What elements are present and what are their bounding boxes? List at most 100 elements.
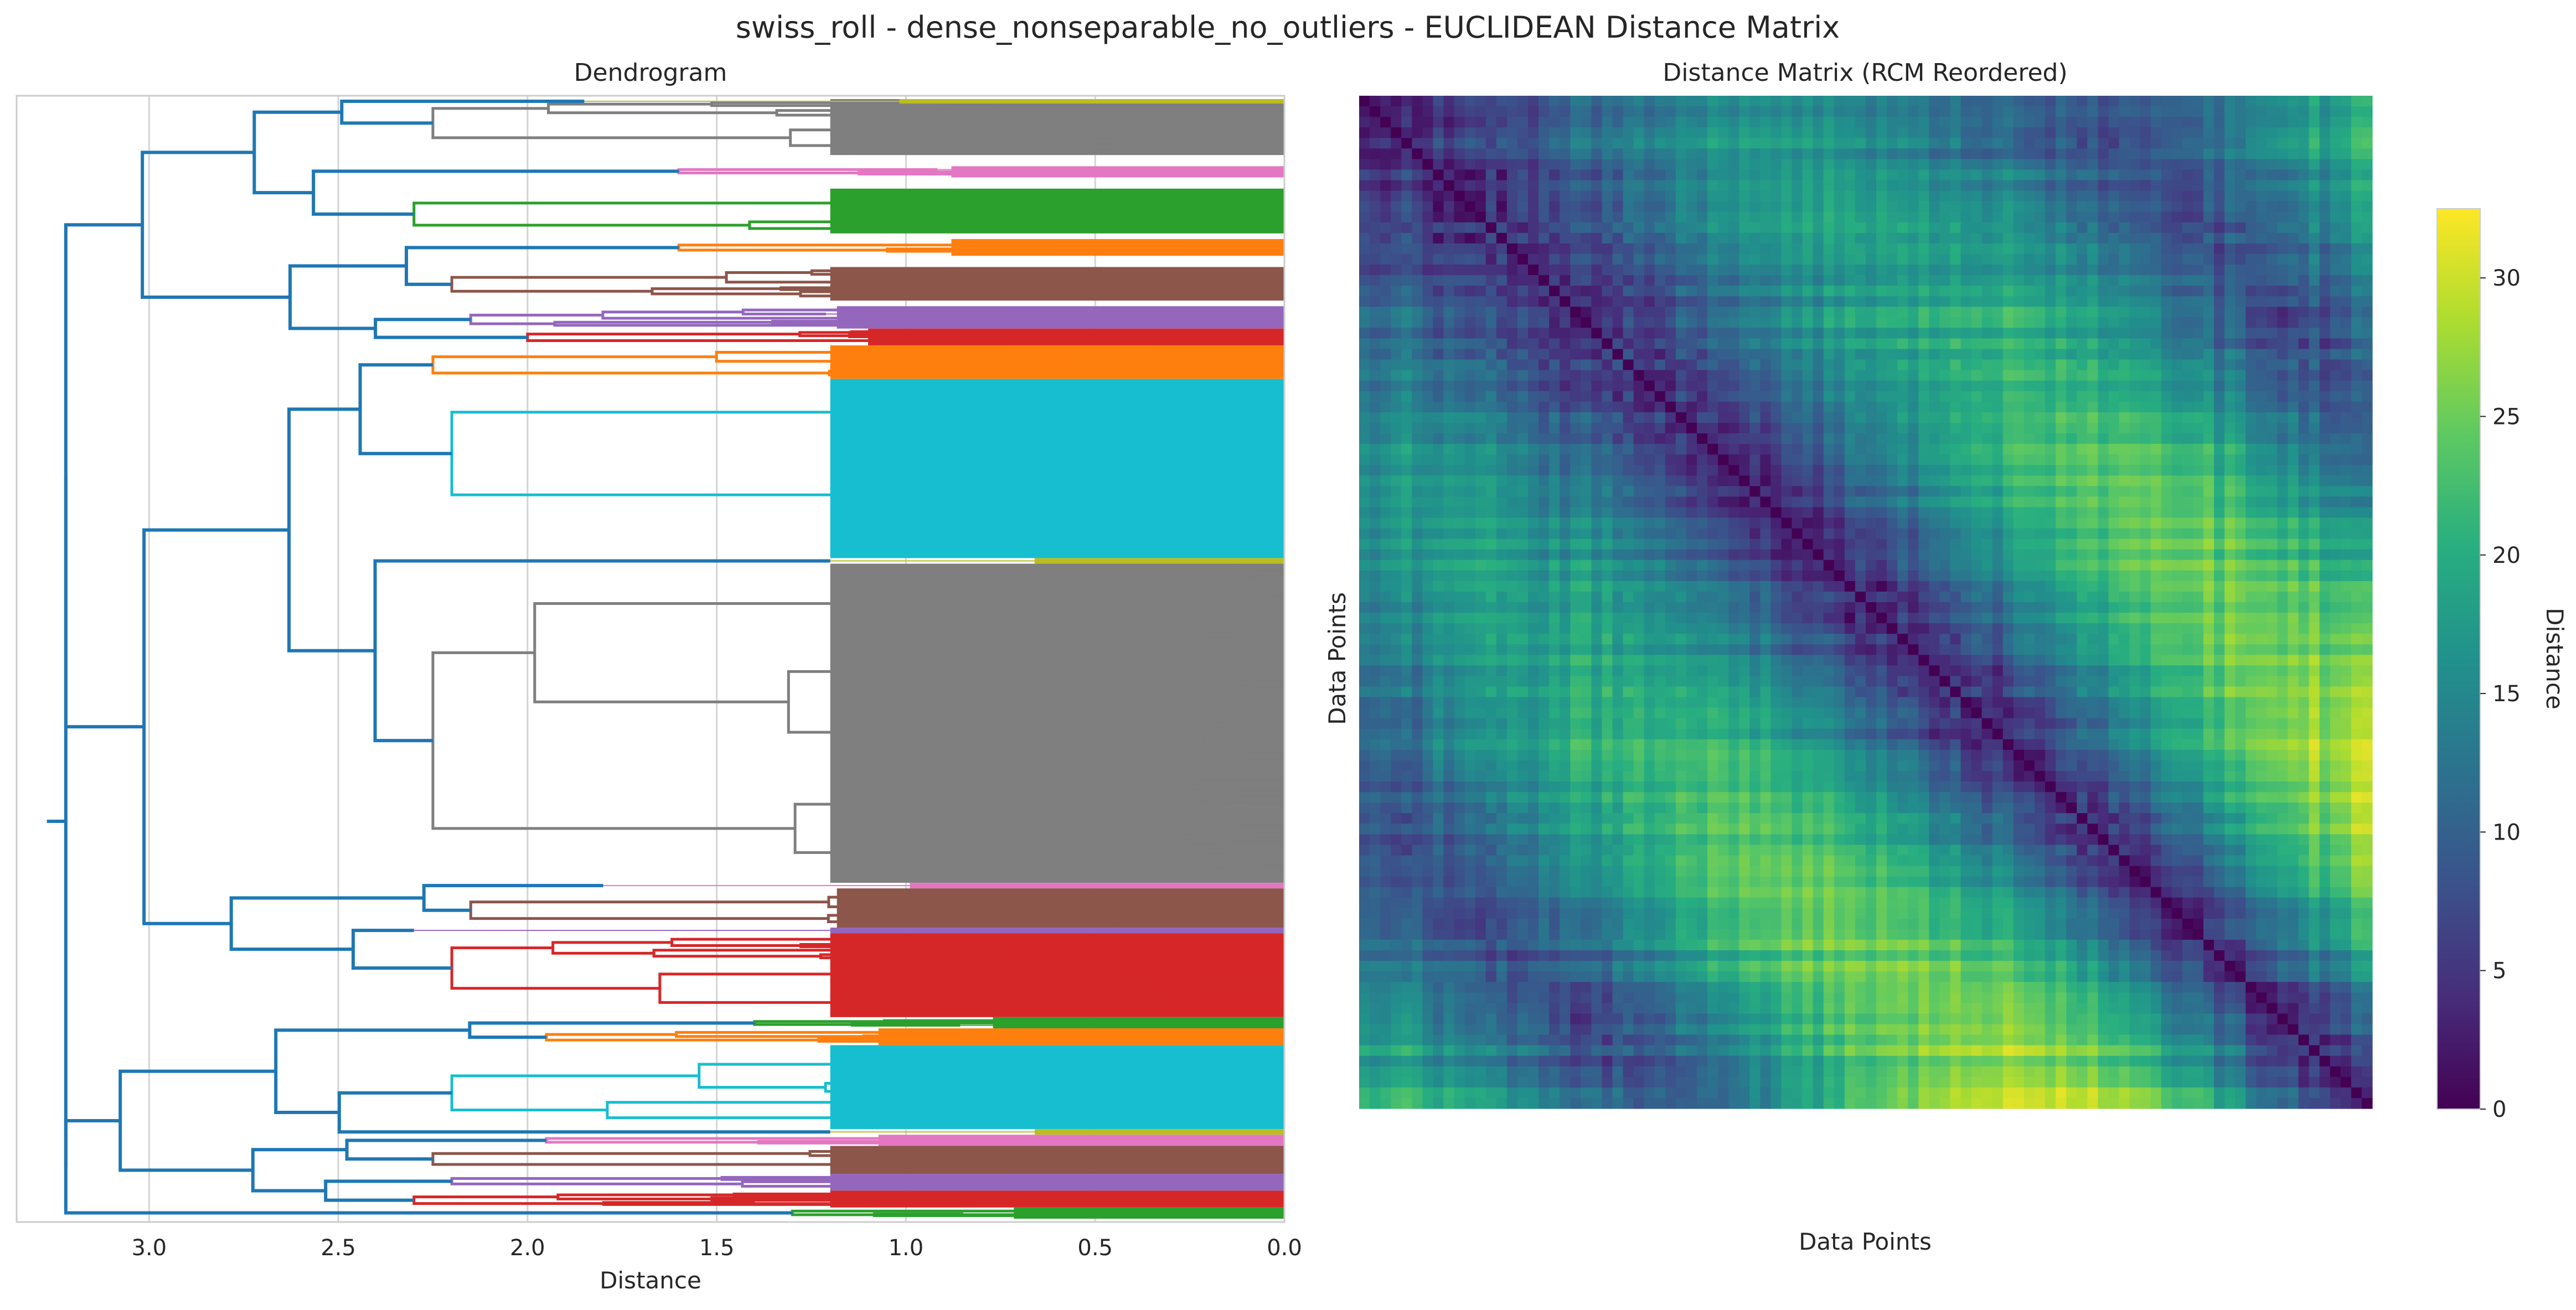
heatmap-cell (2340, 96, 2352, 107)
heatmap-cell (1749, 96, 1761, 107)
heatmap-cell (2182, 391, 2193, 402)
heatmap-cell (1802, 549, 1814, 561)
cluster-9-link (1137, 415, 1181, 422)
heatmap-cell (1939, 117, 1951, 128)
heatmap-cell (2309, 190, 2320, 202)
heatmap-cell (1876, 317, 1887, 328)
heatmap-cell (2108, 243, 2120, 255)
heatmap-cell (1644, 380, 1655, 392)
heatmap-cell (1602, 117, 1613, 128)
heatmap-cell (1813, 359, 1824, 371)
heatmap-cell (1633, 317, 1645, 328)
heatmap-cell (2330, 96, 2341, 107)
heatmap-cell (1844, 307, 1856, 318)
heatmap-cell (1623, 465, 1634, 476)
heatmap-cell (2108, 549, 2120, 561)
heatmap-cell (2277, 496, 2289, 508)
heatmap-cell (2224, 296, 2236, 307)
heatmap-cell (1539, 117, 1550, 128)
heatmap-cell (1475, 265, 1486, 276)
heatmap-cell (1528, 222, 1539, 234)
heatmap-cell (1539, 391, 1550, 402)
heatmap-cell (1686, 496, 1697, 508)
heatmap-cell (2150, 370, 2162, 381)
heatmap-cell (1380, 328, 1391, 339)
heatmap-cell (1654, 222, 1666, 234)
heatmap-cell (1992, 391, 2004, 402)
heatmap-cell (2256, 201, 2267, 213)
heatmap-cell (1960, 317, 1972, 328)
heatmap-cell (2235, 401, 2246, 413)
heatmap-cell (2319, 401, 2331, 413)
heatmap-cell (2214, 328, 2225, 339)
heatmap-cell (1939, 127, 1951, 138)
heatmap-cell (1770, 539, 1782, 550)
heatmap-cell (1929, 296, 1940, 307)
heatmap-cell (1728, 307, 1739, 318)
heatmap-cell (1443, 96, 1455, 107)
heatmap-cell (1950, 454, 1961, 465)
heatmap-cell (2319, 253, 2331, 265)
heatmap-cell (1475, 232, 1486, 244)
heatmap-cell (2288, 422, 2299, 434)
heatmap-cell (2214, 370, 2225, 381)
heatmap-cell (1560, 286, 1571, 297)
heatmap-cell (1633, 307, 1645, 318)
heatmap-cell (1939, 148, 1951, 159)
heatmap-cell (1971, 148, 1983, 159)
heatmap-cell (1380, 117, 1391, 128)
heatmap-cell (1981, 465, 1993, 476)
heatmap-cell (2161, 507, 2172, 519)
heatmap-cell (1412, 201, 1423, 213)
heatmap-cell (1539, 286, 1550, 297)
heatmap-cell (1359, 444, 1370, 455)
heatmap-cell (1760, 486, 1772, 497)
cluster-23-link (556, 1193, 735, 1200)
heatmap-cell (2077, 338, 2088, 350)
heatmap-cell (1918, 211, 1929, 223)
heatmap-cell (1654, 265, 1666, 276)
heatmap-cell (1950, 286, 1961, 297)
heatmap-cell (2288, 465, 2299, 476)
heatmap-cell (1496, 401, 1508, 413)
heatmap-cell (1412, 539, 1423, 550)
heatmap-cell (1749, 380, 1761, 392)
heatmap-cell (2045, 211, 2056, 223)
heatmap-cell (1802, 412, 1814, 423)
heatmap-cell (2161, 296, 2172, 307)
heatmap-cell (1792, 454, 1803, 465)
heatmap-cell (2192, 549, 2204, 561)
heatmap-cell (2235, 422, 2246, 434)
heatmap-cell (1686, 517, 1697, 529)
heatmap-cell (2267, 486, 2278, 497)
heatmap-cell (2002, 286, 2014, 297)
heatmap-cell (2002, 127, 2014, 138)
heatmap-cell (1485, 159, 1497, 170)
heatmap-cell (1960, 370, 1972, 381)
heatmap-cell (1654, 433, 1666, 444)
heatmap-cell (1443, 349, 1455, 360)
heatmap-cell (1570, 539, 1581, 550)
heatmap-cell (1760, 275, 1772, 286)
heatmap-cell (1728, 222, 1739, 234)
heatmap-cell (2129, 486, 2141, 497)
heatmap-cell (2150, 422, 2162, 434)
heatmap-cell (2224, 253, 2236, 265)
heatmap-cell (1623, 190, 1634, 202)
heatmap-cell (2119, 138, 2130, 149)
heatmap-cell (1876, 507, 1887, 519)
heatmap-cell (1391, 475, 1402, 486)
heatmap-cell (2277, 475, 2289, 486)
heatmap-cell (1749, 307, 1761, 318)
heatmap-cell (1749, 211, 1761, 223)
heatmap-cell (2256, 275, 2267, 286)
heatmap-cell (1781, 296, 1793, 307)
heatmap-cell (1570, 317, 1581, 328)
heatmap-cell (2277, 528, 2289, 540)
heatmap-cell (1591, 127, 1603, 138)
heatmap-cell (2045, 253, 2056, 265)
heatmap-cell (1443, 106, 1455, 117)
heatmap-cell (1929, 265, 1940, 276)
heatmap-cell (2245, 549, 2257, 561)
heatmap-cell (2002, 475, 2014, 486)
